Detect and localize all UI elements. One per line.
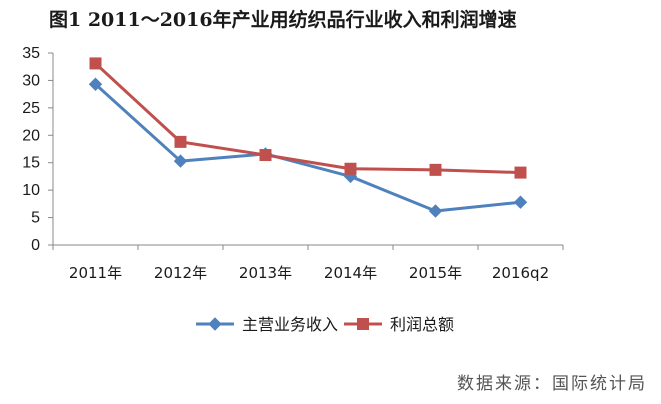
x-tick-label: 2013年 [239,264,292,282]
series-revenue [88,77,528,218]
source-note: 数据来源：国际统计局 [457,374,647,394]
data-point [429,163,442,176]
y-axis-ticks: 0 5 10 15 20 25 30 35 [22,45,53,254]
y-tick-label: 10 [22,182,40,199]
y-tick-label: 15 [22,155,40,172]
x-tick-label: 2015年 [409,264,462,282]
legend-marker [208,317,222,331]
series-profit [89,57,527,179]
data-point [513,195,528,209]
legend-label: 主营业务收入 [242,315,338,334]
data-point [173,154,188,168]
series-line [94,62,521,175]
x-axis-ticks: 2011年 2012年 2013年 2014年 2015年 2016q2 [52,245,564,282]
data-point [88,77,103,91]
legend-marker [357,318,369,330]
x-tick-label: 2011年 [69,264,122,282]
x-tick-label: 2014年 [324,264,377,282]
x-tick-label: 2012年 [154,264,207,282]
data-point [428,204,443,218]
y-tick-label: 35 [22,45,40,62]
chart-title: 图1 2011～2016年产业用纺织品行业收入和利润增速 [49,9,517,31]
data-point [344,162,357,175]
data-point [89,57,102,70]
y-tick-label: 5 [31,210,40,227]
chart-axes [52,53,563,246]
data-point [514,166,527,179]
y-tick-label: 30 [22,72,40,89]
y-tick-label: 25 [22,100,40,117]
series-line [94,83,521,213]
legend-label: 利润总额 [390,315,454,334]
legend-item: 利润总额 [344,315,454,334]
data-point [259,149,272,162]
y-tick-label: 20 [22,127,40,144]
data-point [174,135,187,148]
chart-series [88,57,528,218]
chart-legend: 主营业务收入 利润总额 [196,315,454,334]
y-tick-label: 0 [31,237,40,254]
x-tick-label: 2016q2 [492,264,549,282]
legend-item: 主营业务收入 [196,315,338,334]
